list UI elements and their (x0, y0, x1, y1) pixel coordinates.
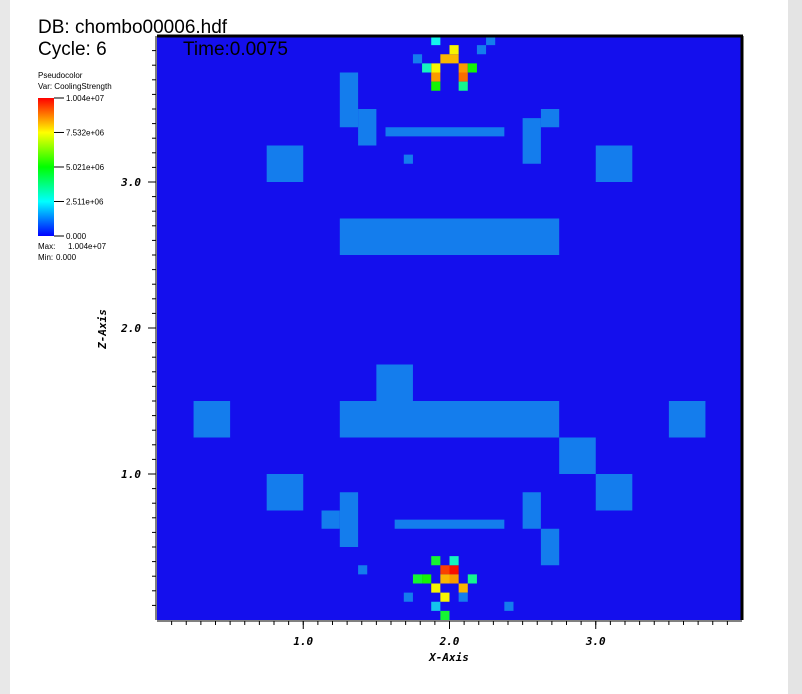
cell (431, 36, 441, 46)
cell (431, 72, 441, 82)
block (266, 145, 304, 182)
cell (467, 63, 477, 73)
cell (449, 45, 459, 55)
cell (431, 583, 441, 593)
cell (431, 601, 441, 611)
block (540, 528, 560, 566)
cell (458, 63, 468, 73)
max-value: 1.004e+07 (68, 242, 107, 251)
cell (412, 54, 423, 64)
block (540, 109, 560, 128)
block (522, 118, 541, 164)
cell (422, 63, 432, 73)
block (668, 401, 706, 438)
colorbar-tick-label: 7.532e+06 (66, 128, 105, 137)
block (358, 109, 377, 146)
block (339, 72, 359, 128)
block (339, 218, 560, 255)
cell (431, 556, 441, 566)
block (266, 474, 304, 511)
x-axis-title: X-Axis (428, 651, 469, 664)
cell (449, 574, 459, 584)
colorbar-tick-label: 2.511e+06 (66, 197, 104, 206)
window-edge (788, 0, 802, 694)
plot-name: Pseudocolor (38, 71, 83, 80)
plot (148, 34, 744, 629)
colorbar-tick-label: 0.000 (66, 232, 87, 241)
cell (403, 592, 413, 602)
field (157, 36, 742, 620)
db-label: DB: chombo00006.hdf (38, 17, 228, 38)
block (595, 145, 633, 182)
cell (440, 610, 450, 620)
x-tick-label: 2.0 (439, 635, 460, 648)
cell (449, 54, 459, 64)
block (403, 154, 413, 164)
cell (486, 36, 496, 46)
colorbar-tick-label: 5.021e+06 (66, 163, 105, 172)
block (376, 364, 413, 401)
y-tick-label: 2.0 (120, 322, 141, 335)
cell (440, 54, 450, 64)
block (522, 492, 541, 529)
min-label: Min: (38, 253, 53, 262)
block (339, 492, 359, 547)
colorbar-tick-label: 1.004e+07 (66, 94, 105, 103)
y-tick-label: 3.0 (120, 176, 141, 189)
min-value: 0.000 (56, 253, 77, 262)
y-axis-title: Z-Axis (96, 309, 109, 350)
cell (458, 72, 468, 82)
cell (467, 574, 477, 584)
block (394, 519, 505, 529)
block (559, 437, 596, 474)
cell (440, 592, 450, 602)
cell (458, 583, 468, 593)
cell (431, 63, 441, 73)
time-label: Time:0.0075 (183, 39, 288, 60)
cell (449, 556, 459, 566)
cell (476, 45, 487, 55)
cell (504, 601, 514, 611)
y-tick-label: 1.0 (121, 468, 141, 481)
block (321, 510, 340, 529)
cell (412, 574, 423, 584)
block (595, 474, 633, 511)
x-tick-label: 3.0 (585, 635, 606, 648)
cell (440, 574, 450, 584)
max-label: Max: (38, 242, 55, 251)
cell (458, 592, 468, 602)
block (358, 565, 368, 575)
block (193, 401, 231, 438)
overlay: DB: chombo00006.hdf Cycle: 6 Time:0.0075… (38, 17, 606, 664)
window-edge (0, 0, 10, 694)
cell (458, 81, 468, 91)
block (385, 127, 505, 137)
cycle-label: Cycle: 6 (38, 39, 107, 60)
x-tick-label: 1.0 (293, 635, 313, 648)
cell (422, 574, 432, 584)
colorbar (38, 98, 54, 236)
var-label: Var: CoolingStrength (38, 82, 112, 91)
cell (449, 565, 459, 575)
cell (431, 81, 441, 91)
cell (440, 565, 450, 575)
block (339, 401, 560, 438)
